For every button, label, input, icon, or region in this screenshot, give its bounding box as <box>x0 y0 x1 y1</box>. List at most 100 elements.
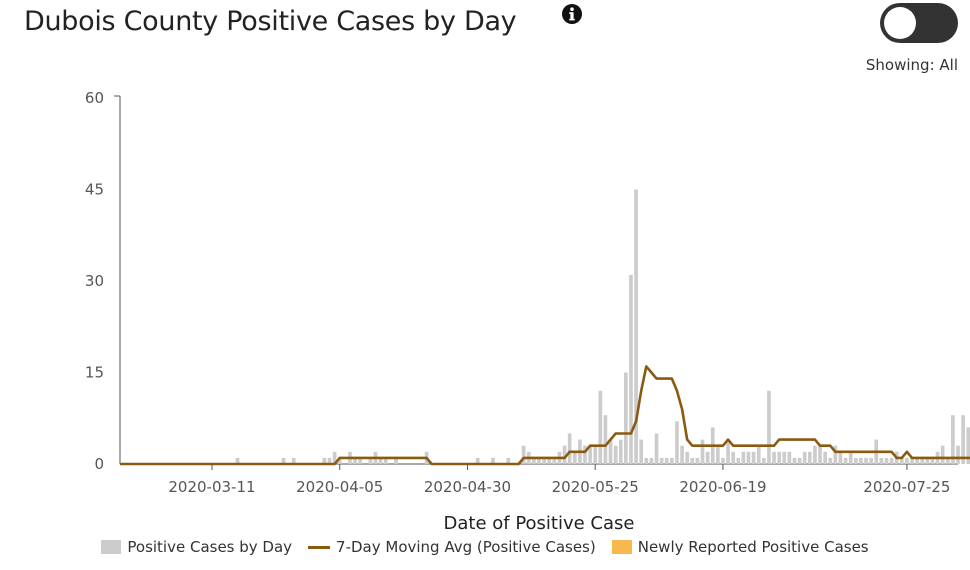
legend-item[interactable]: 7-Day Moving Avg (Positive Cases) <box>308 538 596 556</box>
daily-case-bar <box>542 457 546 464</box>
daily-case-bar <box>823 451 827 464</box>
daily-case-bar <box>506 457 511 464</box>
daily-case-bar <box>659 457 664 464</box>
daily-case-bar <box>828 457 833 464</box>
daily-case-bar <box>792 457 797 464</box>
daily-case-bar <box>337 457 342 464</box>
daily-case-bar <box>782 451 787 464</box>
daily-case-bar <box>353 457 357 464</box>
daily-case-bar <box>624 372 628 464</box>
daily-case-bar <box>905 457 909 464</box>
daily-case-bar <box>726 439 730 464</box>
y-tick-label: 45 <box>85 181 104 199</box>
daily-case-bar <box>690 457 695 464</box>
daily-case-bar <box>368 457 373 464</box>
daily-case-bar <box>787 451 792 464</box>
daily-case-bar <box>567 433 572 464</box>
daily-case-bar <box>608 439 613 464</box>
daily-case-bar <box>322 457 327 464</box>
daily-case-bar <box>833 445 838 464</box>
x-tick-label: 2020-07-25 <box>863 478 950 496</box>
daily-case-bar <box>327 457 332 464</box>
daily-case-bar <box>761 457 766 464</box>
y-tick-label: 15 <box>85 364 104 382</box>
show-all-toggle[interactable] <box>880 3 958 43</box>
daily-case-bar <box>930 457 935 464</box>
daily-case-bar <box>552 457 557 464</box>
daily-case-bar <box>910 457 914 464</box>
daily-case-bar <box>767 390 771 464</box>
daily-case-bar <box>915 457 919 464</box>
legend-bar-swatch <box>101 540 122 554</box>
x-tick-label: 2020-04-30 <box>424 478 511 496</box>
daily-case-bar <box>378 457 383 464</box>
daily-case-bar <box>613 445 618 464</box>
x-tick-label: 2020-05-25 <box>552 478 639 496</box>
daily-case-bar <box>716 445 720 464</box>
moving-average-line <box>120 365 970 466</box>
daily-case-bar <box>746 451 751 464</box>
legend-label: Positive Cases by Day <box>127 538 293 556</box>
info-icon[interactable] <box>562 4 582 24</box>
daily-case-bar <box>859 457 863 464</box>
legend-label: 7-Day Moving Avg (Positive Cases) <box>336 538 596 556</box>
y-tick-label: 60 <box>85 89 104 107</box>
legend-bar-swatch <box>611 540 632 554</box>
daily-case-bar <box>358 457 362 464</box>
daily-case-bar <box>848 451 853 464</box>
daily-case-bar <box>332 451 337 464</box>
x-tick-label: 2020-03-11 <box>168 478 255 496</box>
daily-case-bar <box>491 457 495 464</box>
daily-case-bar <box>731 451 736 464</box>
daily-case-bar <box>899 457 904 464</box>
legend-item[interactable]: Newly Reported Positive Cases <box>611 538 869 556</box>
daily-case-bar <box>670 457 674 464</box>
daily-case-bar <box>807 451 812 464</box>
daily-case-bar <box>818 445 822 464</box>
daily-case-bar <box>664 457 669 464</box>
daily-case-bar <box>562 445 567 464</box>
daily-case-bar <box>547 457 552 464</box>
daily-case-bar <box>843 457 848 464</box>
daily-case-bar <box>961 415 965 464</box>
daily-case-bar <box>700 439 705 464</box>
daily-case-bar <box>741 451 746 464</box>
daily-case-bar <box>634 189 638 464</box>
legend-line-swatch <box>308 545 331 549</box>
daily-case-bar <box>920 457 925 464</box>
daily-case-bar <box>572 451 577 464</box>
daily-case-bar <box>521 445 526 464</box>
daily-case-bar <box>925 457 930 464</box>
legend-item[interactable]: Positive Cases by Day <box>101 538 292 556</box>
daily-case-bar <box>869 457 873 464</box>
daily-case-bar <box>777 451 781 464</box>
daily-case-bar <box>639 439 644 464</box>
y-tick-label: 30 <box>85 272 104 290</box>
daily-case-bar <box>889 457 894 464</box>
daily-case-bar <box>649 457 654 464</box>
chart-title: Dubois County Positive Cases by Day <box>24 6 517 37</box>
x-tick-label: 2020-04-05 <box>296 478 383 496</box>
toggle-knob[interactable] <box>884 7 916 39</box>
daily-case-bar <box>956 445 960 464</box>
daily-case-bar <box>813 445 817 464</box>
daily-case-bar <box>772 451 776 464</box>
chart-legend: Positive Cases by Day 7-Day Moving Avg (P… <box>0 538 970 556</box>
daily-case-bar <box>629 274 633 464</box>
daily-case-bar <box>756 445 761 464</box>
daily-case-bar <box>797 457 802 464</box>
daily-case-bar <box>736 457 741 464</box>
daily-case-bar <box>675 421 679 464</box>
x-axis-title: Date of Positive Case <box>444 513 635 534</box>
daily-case-bar <box>751 451 756 464</box>
showing-label: Showing: All <box>865 56 958 74</box>
daily-case-bar <box>537 457 541 464</box>
daily-case-bar <box>383 457 388 464</box>
chart-axes: 0 15 30 45 60 2020-03-11 2020-04-05 2020-04-30 2… <box>85 89 958 496</box>
daily-case-bar <box>680 445 684 464</box>
y-tick-label: 0 <box>94 455 104 473</box>
daily-case-bar <box>940 445 945 464</box>
legend-label: Newly Reported Positive Cases <box>637 538 869 556</box>
daily-case-bar <box>838 451 843 464</box>
